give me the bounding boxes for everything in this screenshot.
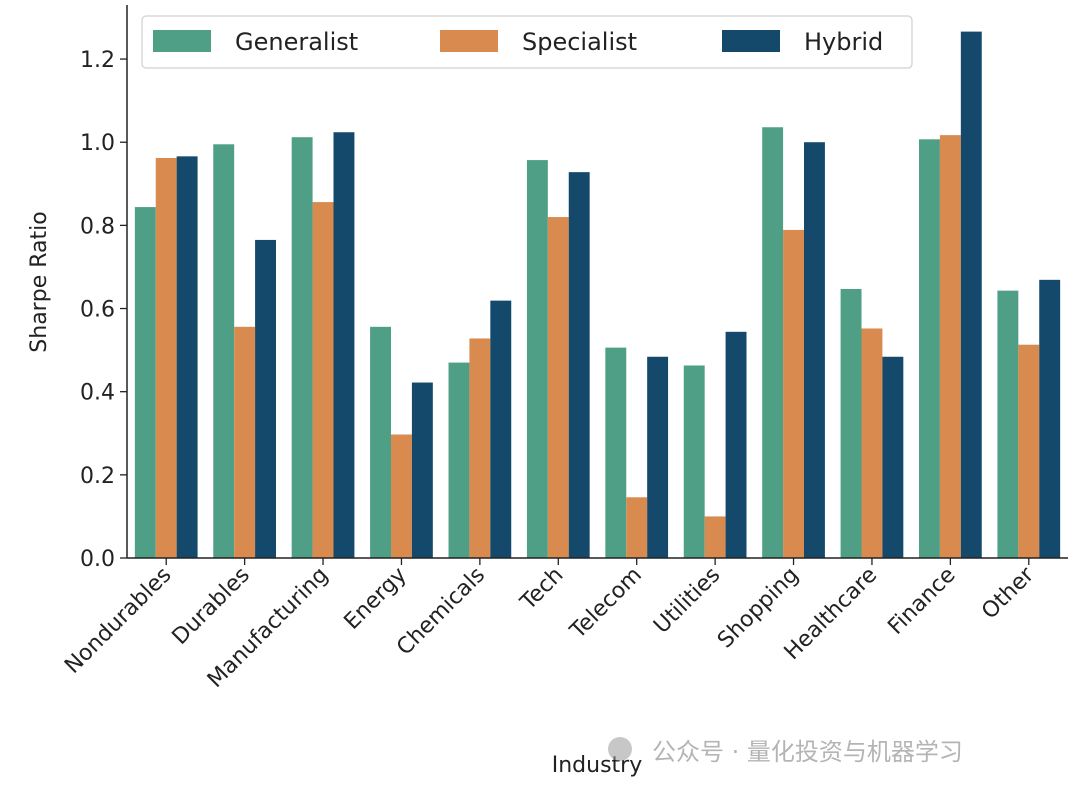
bar-generalist-telecom [605,347,627,558]
bar-hybrid-other [1039,279,1061,558]
bar-hybrid-durables [255,239,276,558]
bar-generalist-healthcare [840,288,862,558]
bar-generalist-shopping [762,127,784,559]
legend-swatch-generalist [153,30,211,52]
bar-hybrid-shopping [803,142,825,559]
y-tick-label: 0.6 [80,298,115,323]
x-tick-label: Tech [515,563,568,616]
x-tick-label: Finance [883,563,960,640]
bar-hybrid-chemicals [490,300,512,558]
bar-hybrid-healthcare [882,356,904,558]
legend-label-hybrid: Hybrid [804,28,883,56]
x-tick-label: Energy [340,563,412,635]
y-axis-label: Sharpe Ratio [27,211,52,352]
watermark: 公众号 · 量化投资与机器学习 [608,737,963,766]
x-tick-label: Utilities [649,563,725,639]
bar-hybrid-telecom [647,356,669,558]
bar-hybrid-nondurables [176,156,198,559]
bar-specialist-finance [939,135,961,559]
bar-hybrid-manufacturing [333,132,355,559]
bar-specialist-durables [234,326,256,558]
bar-generalist-chemicals [448,362,470,558]
bar-generalist-other [997,290,1019,558]
bar-specialist-utilities [704,516,726,558]
legend-frame [141,15,913,69]
bars-group [134,31,1061,559]
legend-label-generalist: Generalist [235,28,358,56]
x-tick-label: Other [977,562,1040,625]
y-tick-label: 1.2 [80,48,115,73]
bar-specialist-shopping [783,229,804,558]
y-tick-label: 0.4 [80,381,115,406]
bar-hybrid-utilities [725,331,747,558]
bar-generalist-finance [919,139,940,559]
bar-generalist-durables [213,144,235,558]
bar-hybrid-tech [568,172,590,558]
bar-specialist-nondurables [155,158,177,558]
legend-label-specialist: Specialist [522,28,637,56]
bar-generalist-utilities [683,365,705,558]
watermark-text: 公众号 · 量化投资与机器学习 [652,738,963,766]
bar-generalist-energy [370,326,392,558]
bar-specialist-energy [391,434,412,558]
bar-specialist-manufacturing [312,202,334,558]
bar-hybrid-finance [960,31,982,558]
bar-specialist-other [1018,344,1040,558]
bar-generalist-manufacturing [291,137,313,558]
y-tick-label: 1.0 [80,131,115,156]
y-tick-label: 0.8 [80,214,115,239]
wechat-icon [608,737,632,761]
x-tick-label: Telecom [565,563,647,645]
bar-specialist-telecom [626,497,648,558]
bar-generalist-nondurables [134,207,156,559]
bar-generalist-tech [526,160,548,558]
x-tick-label: Nondurables [60,563,176,679]
legend-swatch-hybrid [722,30,780,52]
y-tick-label: 0.0 [80,547,115,572]
bar-specialist-chemicals [469,338,491,558]
legend-swatch-specialist [440,30,498,52]
legend: Generalist Specialist Hybrid [141,15,913,69]
bar-hybrid-energy [411,382,433,558]
y-tick-label: 0.2 [80,464,115,489]
bar-specialist-tech [547,217,569,559]
bar-specialist-healthcare [861,328,883,558]
